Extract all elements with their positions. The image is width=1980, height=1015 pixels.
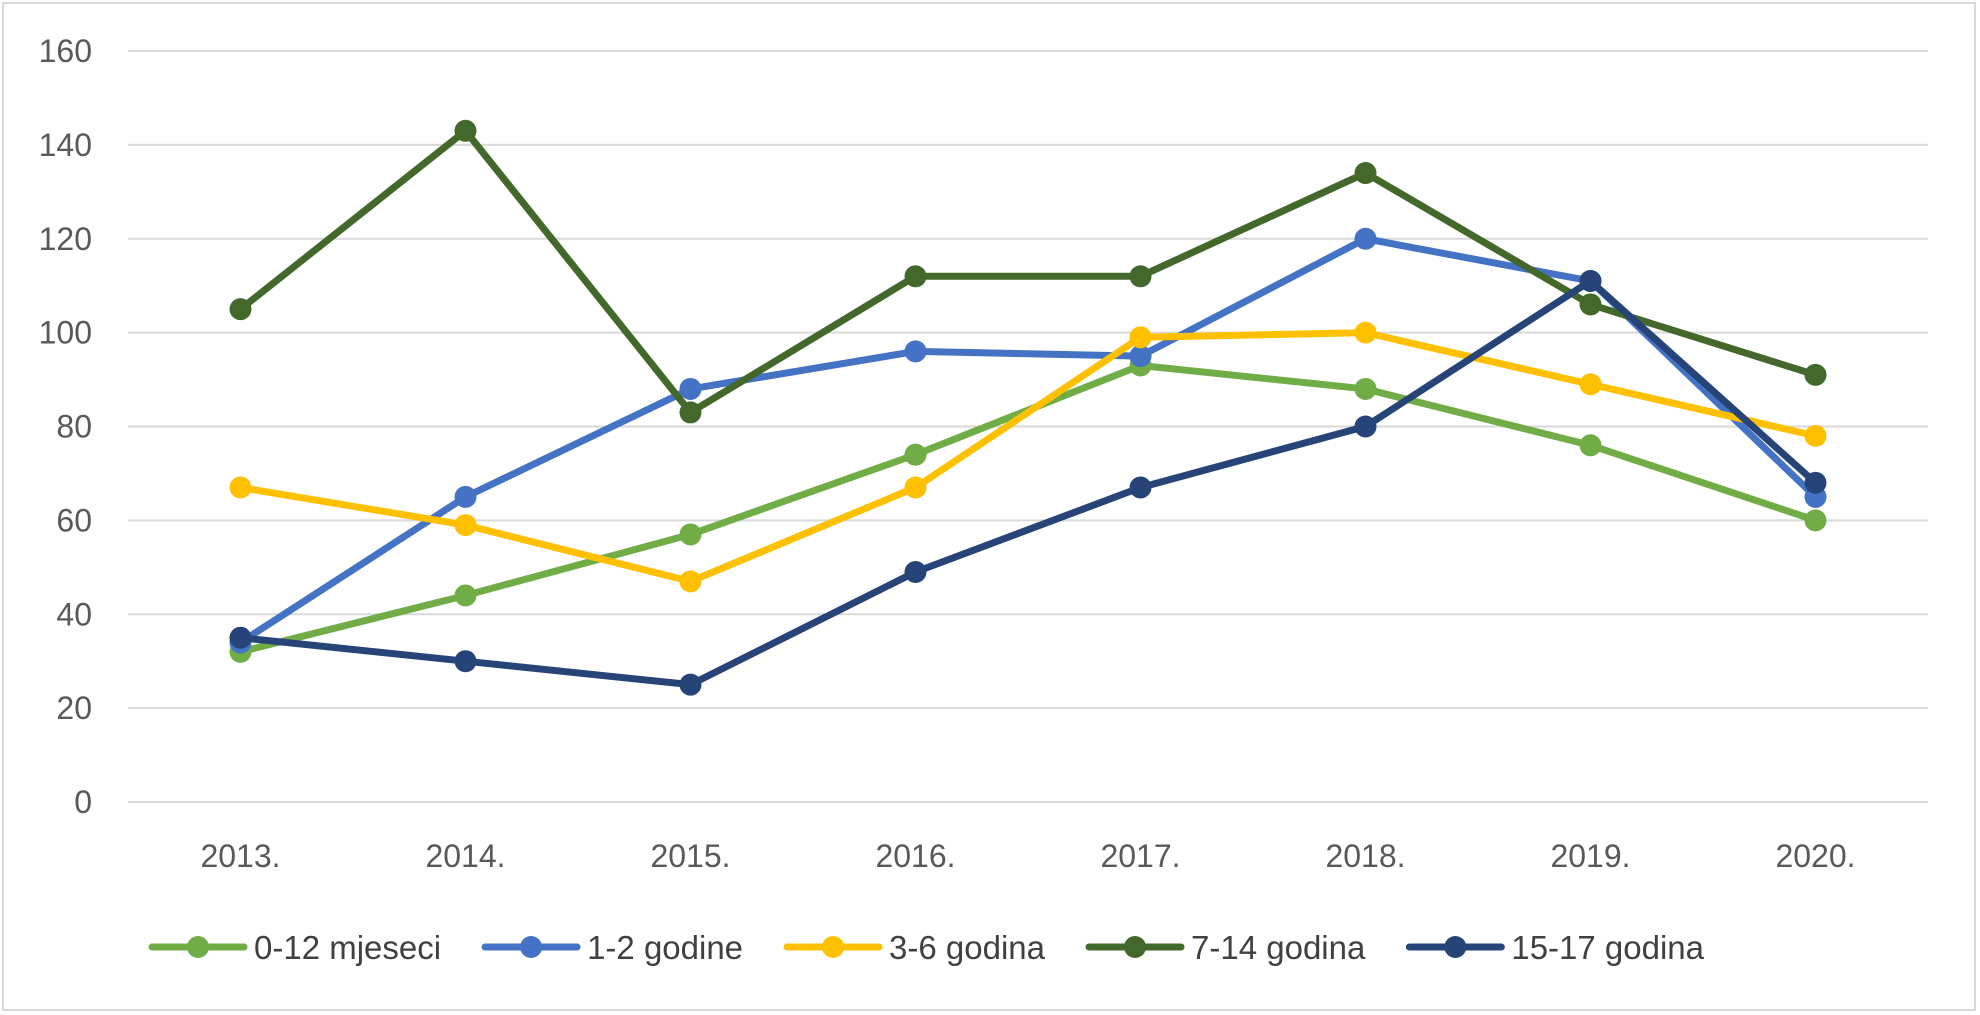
legend-marker-3 bbox=[1124, 936, 1147, 958]
legend-marker-1 bbox=[520, 936, 543, 958]
y-tick-label-120: 120 bbox=[39, 221, 92, 257]
legend-item-1: 1-2 godine bbox=[481, 929, 743, 966]
y-tick-label-80: 80 bbox=[56, 409, 92, 445]
data-point-4-2 bbox=[679, 673, 702, 696]
legend-marker-4 bbox=[1444, 936, 1467, 958]
series-line-4 bbox=[237, 277, 1819, 689]
data-point-1-5 bbox=[1354, 227, 1377, 250]
y-tick-label-100: 100 bbox=[39, 315, 92, 351]
data-point-4-4 bbox=[1129, 476, 1152, 499]
data-point-0-6 bbox=[1579, 434, 1602, 457]
data-point-0-2 bbox=[679, 523, 702, 546]
data-point-3-5 bbox=[1354, 162, 1377, 185]
data-point-0-7 bbox=[1804, 509, 1827, 532]
data-point-0-3 bbox=[904, 443, 927, 466]
legend-label-3: 7-14 godina bbox=[1191, 929, 1366, 966]
legend-marker-0 bbox=[187, 936, 209, 958]
y-tick-label-0: 0 bbox=[74, 784, 92, 820]
x-tick-label-7: 2020. bbox=[1775, 838, 1855, 874]
series-4 bbox=[229, 269, 1827, 696]
data-point-4-3 bbox=[904, 561, 927, 584]
data-point-2-3 bbox=[904, 476, 927, 499]
data-point-2-2 bbox=[679, 570, 702, 593]
x-tick-label-6: 2019. bbox=[1550, 838, 1630, 874]
series-line-3 bbox=[237, 127, 1819, 416]
data-point-2-6 bbox=[1579, 373, 1602, 396]
data-point-4-0 bbox=[229, 626, 252, 649]
data-point-3-3 bbox=[904, 265, 927, 288]
series-line-2 bbox=[237, 329, 1819, 585]
data-point-3-2 bbox=[679, 401, 702, 424]
series-0 bbox=[229, 354, 1827, 663]
y-tick-label-160: 160 bbox=[39, 33, 92, 69]
legend: 0-12 mjeseci 1-2 godine 3-6 godina 7-14 god… bbox=[148, 929, 1705, 966]
gridlines bbox=[128, 50, 1928, 803]
x-tick-label-0: 2013. bbox=[200, 838, 280, 874]
x-tick-label-2: 2015. bbox=[650, 838, 730, 874]
legend-item-3: 7-14 godina bbox=[1085, 929, 1366, 966]
data-point-2-4 bbox=[1129, 326, 1152, 349]
y-tick-label-40: 40 bbox=[56, 596, 92, 632]
data-point-4-7 bbox=[1804, 471, 1827, 494]
y-tick-label-60: 60 bbox=[56, 502, 92, 538]
series-2 bbox=[229, 321, 1827, 593]
data-point-4-1 bbox=[454, 650, 477, 673]
data-point-1-4 bbox=[1129, 345, 1152, 368]
legend-item-0: 0-12 mjeseci bbox=[148, 929, 441, 966]
x-tick-label-4: 2017. bbox=[1100, 838, 1180, 874]
legend-item-4: 15-17 godina bbox=[1405, 929, 1705, 966]
series-3 bbox=[229, 119, 1827, 424]
legend-item-2: 3-6 godina bbox=[783, 929, 1046, 966]
data-point-3-0 bbox=[229, 298, 252, 321]
data-point-3-1 bbox=[454, 119, 477, 142]
x-axis: 2013. 2014. 2015. 2016. 2017. 2018. 2019. 2020. bbox=[200, 838, 1855, 874]
x-tick-label-5: 2018. bbox=[1325, 838, 1405, 874]
series-line-1 bbox=[237, 235, 1819, 646]
data-point-1-2 bbox=[679, 377, 702, 400]
data-point-0-1 bbox=[454, 584, 477, 607]
data-point-4-6 bbox=[1579, 269, 1602, 292]
x-tick-label-3: 2016. bbox=[875, 838, 955, 874]
x-tick-label-1: 2014. bbox=[425, 838, 505, 874]
data-point-0-5 bbox=[1354, 377, 1377, 400]
data-point-2-5 bbox=[1354, 321, 1377, 344]
data-point-1-3 bbox=[904, 340, 927, 363]
y-tick-label-140: 140 bbox=[39, 127, 92, 163]
legend-label-1: 1-2 godine bbox=[587, 929, 743, 966]
data-point-2-7 bbox=[1804, 424, 1827, 447]
legend-label-4: 15-17 godina bbox=[1511, 929, 1704, 966]
data-point-3-6 bbox=[1579, 293, 1602, 316]
data-point-2-0 bbox=[229, 476, 252, 499]
data-point-1-1 bbox=[454, 485, 477, 508]
legend-label-2: 3-6 godina bbox=[889, 929, 1046, 966]
y-axis: 0 20 40 60 80 100 120 140 160 bbox=[39, 33, 92, 820]
legend-marker-2 bbox=[822, 936, 845, 958]
legend-label-0: 0-12 mjeseci bbox=[254, 929, 441, 966]
data-point-3-7 bbox=[1804, 363, 1827, 386]
data-point-3-4 bbox=[1129, 265, 1152, 288]
data-point-2-1 bbox=[454, 514, 477, 537]
series-group bbox=[229, 119, 1827, 696]
data-point-4-5 bbox=[1354, 415, 1377, 438]
y-tick-label-20: 20 bbox=[56, 690, 92, 726]
